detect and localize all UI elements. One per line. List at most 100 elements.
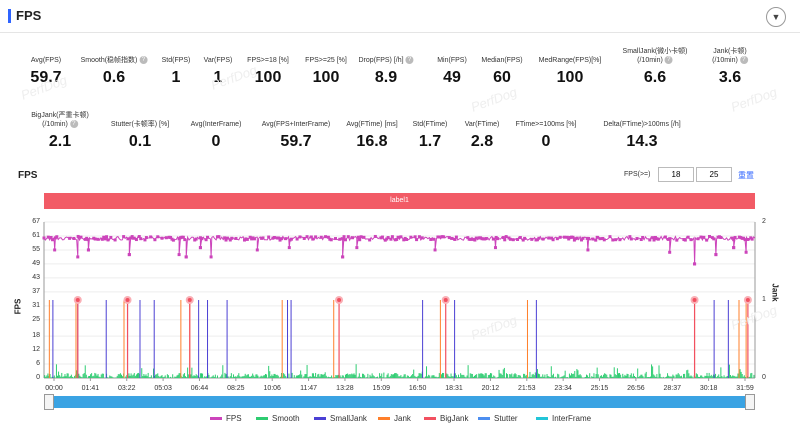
fps-point bbox=[130, 235, 134, 239]
stat-label-text: FTime>=100ms [%] bbox=[515, 121, 577, 128]
fps-point bbox=[275, 236, 279, 240]
fps-point bbox=[537, 236, 541, 240]
x-tick-label: 01:41 bbox=[81, 385, 100, 392]
legend-item-smalljank[interactable]: SmallJank bbox=[314, 414, 367, 423]
fps-point bbox=[739, 236, 743, 240]
y-tick-label: 18 bbox=[32, 332, 40, 340]
stat-avg-interframe: Avg(InterFrame) 0 bbox=[191, 120, 242, 151]
y-tick-label: 67 bbox=[32, 218, 40, 225]
fps-point bbox=[686, 235, 690, 239]
stat-label-text: BigJank(严重卡顿) bbox=[31, 112, 89, 119]
fps-point bbox=[126, 237, 130, 241]
fps-point bbox=[550, 236, 554, 240]
stat-jank: Jank(卡顿) (/10min)? 3.6 bbox=[712, 47, 748, 87]
y-tick-label: 49 bbox=[32, 259, 40, 267]
fps-point bbox=[170, 237, 174, 241]
fps-point bbox=[228, 238, 232, 242]
fps-point bbox=[342, 235, 346, 239]
fps-point bbox=[714, 253, 718, 257]
collapse-chevron-icon[interactable]: ▼ bbox=[766, 7, 786, 27]
fps-line bbox=[43, 234, 756, 264]
legend-label: FPS bbox=[226, 414, 242, 423]
fps-point bbox=[103, 237, 107, 241]
help-icon[interactable]: ? bbox=[69, 120, 78, 129]
fps-point bbox=[591, 237, 595, 241]
fps-point bbox=[547, 236, 551, 240]
stat-label-text: Std(FTime) bbox=[412, 121, 448, 128]
fps-point bbox=[749, 236, 753, 240]
legend-item-fps[interactable]: FPS bbox=[210, 414, 242, 423]
help-icon[interactable]: ? bbox=[739, 56, 748, 65]
fps-threshold-1-input[interactable] bbox=[658, 167, 694, 182]
stat-label: Delta(FTime)>100ms [/h] bbox=[603, 120, 680, 129]
legend-item-bigjank[interactable]: BigJank bbox=[424, 414, 468, 423]
fps-dip-point bbox=[209, 255, 213, 259]
x-tick-label: 10:06 bbox=[263, 385, 281, 392]
fps-point bbox=[106, 238, 110, 242]
slider-left-handle[interactable] bbox=[44, 394, 54, 410]
fps-point bbox=[326, 235, 330, 239]
fps-point bbox=[129, 236, 133, 240]
fps-point bbox=[267, 235, 271, 239]
fps-point bbox=[570, 235, 574, 239]
stat-label: FPS>=18 [%] bbox=[247, 56, 289, 65]
fps-point bbox=[68, 236, 72, 240]
stat-stutter: Stutter(卡顿率) [%] 0.1 bbox=[111, 120, 169, 151]
fps-point bbox=[733, 235, 737, 239]
fps-point bbox=[742, 236, 746, 240]
slider-right-handle[interactable] bbox=[745, 394, 755, 410]
fps-point bbox=[511, 238, 515, 242]
fps-point bbox=[629, 237, 633, 241]
legend-item-jank[interactable]: Jank bbox=[378, 414, 411, 423]
fps-point bbox=[479, 236, 483, 240]
fps-point bbox=[504, 235, 508, 239]
fps-point bbox=[565, 235, 569, 239]
help-icon[interactable]: ? bbox=[139, 56, 148, 65]
fps-point bbox=[204, 238, 208, 242]
fps-point bbox=[198, 236, 202, 240]
fps-point bbox=[420, 236, 424, 240]
y2-axis-title: Jank bbox=[770, 283, 780, 302]
bigjank-point bbox=[692, 298, 697, 302]
stat-smalljank: SmallJank(微小卡顿) (/10min)? 6.6 bbox=[623, 47, 688, 87]
fps-point bbox=[710, 236, 714, 240]
panel-header: FPS ▼ bbox=[0, 0, 800, 33]
fps-dip-point bbox=[586, 248, 590, 252]
time-range-slider[interactable] bbox=[44, 396, 754, 408]
fps-threshold-2-input[interactable] bbox=[696, 167, 732, 182]
fps-point bbox=[79, 235, 83, 239]
fps-point bbox=[717, 235, 721, 239]
fps-point bbox=[105, 235, 109, 239]
fps-point bbox=[477, 236, 481, 240]
fps-point bbox=[730, 236, 734, 240]
legend-item-smooth[interactable]: Smooth bbox=[256, 414, 300, 423]
y-tick-label: 31 bbox=[32, 301, 40, 309]
legend-item-interframe[interactable]: InterFrame bbox=[536, 414, 591, 423]
legend-swatch-icon bbox=[424, 417, 436, 420]
bigjank-halo bbox=[73, 296, 82, 304]
stat-avg-fps-interframe: Avg(FPS+InterFrame) 59.7 bbox=[262, 120, 331, 151]
fps-point bbox=[309, 235, 313, 239]
help-icon[interactable]: ? bbox=[664, 56, 673, 65]
label-bar[interactable]: label1 bbox=[44, 193, 755, 209]
fps-point bbox=[481, 237, 485, 241]
reset-button[interactable]: 重置 bbox=[738, 171, 754, 180]
fps-point bbox=[127, 253, 131, 257]
legend-item-stutter[interactable]: Stutter bbox=[478, 414, 518, 423]
fps-point bbox=[558, 235, 562, 239]
fps-point bbox=[271, 236, 275, 240]
fps-point bbox=[587, 236, 591, 240]
help-icon[interactable]: ? bbox=[405, 56, 414, 65]
fps-point bbox=[651, 236, 655, 240]
stat-value: 1.7 bbox=[418, 133, 442, 150]
fps-point bbox=[635, 237, 639, 241]
fps-point bbox=[144, 236, 148, 240]
fps-point bbox=[467, 237, 471, 241]
stat-label-text: Smooth(稳帧指数) bbox=[80, 57, 138, 64]
stat-label: Avg(FPS+InterFrame) bbox=[262, 120, 331, 129]
fps-point bbox=[328, 237, 332, 241]
bigjank-point bbox=[443, 298, 448, 302]
fps-point bbox=[386, 236, 390, 240]
fps-point bbox=[551, 238, 555, 242]
x-tick-label: 30:18 bbox=[699, 385, 718, 392]
